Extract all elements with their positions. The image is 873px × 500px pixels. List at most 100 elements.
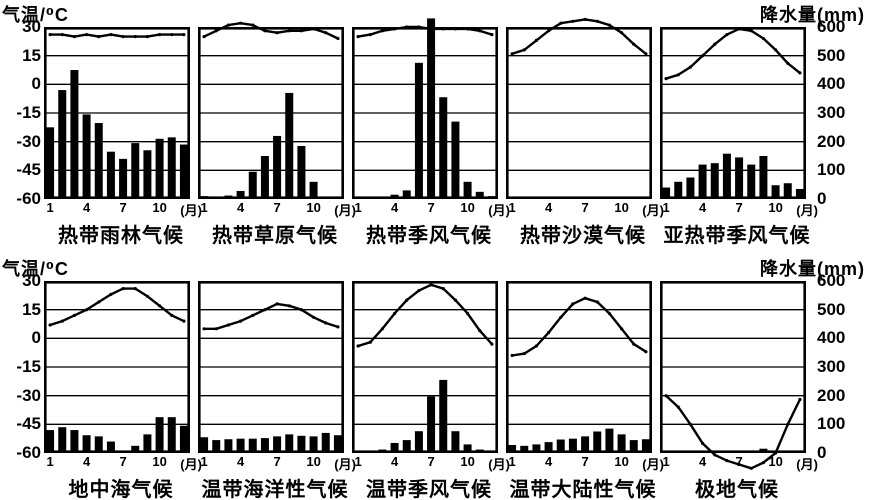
temp-axis-tick: -30 [16, 385, 41, 405]
month-tick-label: 10 [306, 454, 321, 469]
temp-point [299, 29, 303, 33]
temp-axis-tick: -15 [16, 357, 41, 376]
temp-point [713, 42, 717, 46]
month-tick-label: 1 [200, 200, 208, 215]
precip-bar [463, 181, 472, 199]
panel-tropical-monsoon: 1 4 7 10 (月) [351, 18, 510, 218]
precip-bar [402, 440, 411, 453]
precip-bar [747, 164, 756, 199]
precip-bar [70, 70, 79, 199]
precip-bar [297, 145, 306, 199]
temp-point [534, 344, 538, 348]
temp-point [466, 311, 470, 316]
plot-area [197, 280, 344, 453]
temp-point [97, 35, 101, 39]
temp-point [737, 27, 741, 31]
precip-bars [508, 428, 650, 453]
temp-point [121, 35, 125, 39]
temp-point [356, 344, 360, 348]
temp-point [547, 29, 551, 33]
temp-point [72, 313, 76, 317]
month-tick-label: 7 [119, 454, 127, 469]
precip-bar [520, 445, 529, 453]
precip-bar [710, 451, 719, 453]
panel-tropical-desert: 1 4 7 10 (月) [505, 17, 664, 218]
temp-point [583, 17, 587, 21]
temp-point [275, 31, 279, 35]
precip-bar [82, 435, 91, 453]
temp-point [48, 323, 52, 327]
temp-point [510, 52, 514, 56]
temp-axis-tick: 15 [22, 299, 41, 319]
precip-axis-title: 降水量(mm) [760, 259, 865, 279]
panel-subtropical-monsoon: 1 4 7 10 (月) [659, 26, 818, 218]
temp-point [85, 308, 89, 312]
month-tick-label: 1 [46, 454, 54, 469]
temp-point [429, 283, 433, 287]
month-tick-label: 7 [735, 454, 743, 469]
temp-point [664, 394, 668, 398]
precip-bar [309, 436, 318, 453]
temp-line [48, 33, 186, 38]
month-tick-label: 7 [273, 200, 281, 215]
temp-axis-tick: 0 [31, 74, 41, 94]
temp-point [312, 315, 316, 319]
temp-point [336, 325, 340, 329]
caption-tropical-savanna: 热带草原气候 [212, 225, 338, 247]
precip-bar [236, 438, 245, 453]
precip-bar [260, 156, 269, 199]
precip-bar [167, 137, 176, 199]
temp-point [356, 35, 360, 39]
precip-bar [260, 438, 269, 453]
month-tick-label: 4 [699, 454, 707, 469]
precip-bars [46, 70, 188, 199]
precip-bar [333, 435, 342, 453]
precip-bar [605, 428, 614, 453]
month-tick-label: 7 [427, 454, 435, 469]
precip-bar [414, 62, 423, 200]
precip-axis-tick: 500 [817, 45, 846, 65]
temp-axis-title: 气温/⁰C [2, 5, 69, 25]
temp-point [380, 327, 384, 331]
temp-point [48, 33, 52, 37]
precip-axis-title: 降水量(mm) [760, 5, 865, 25]
precip-bar [390, 194, 399, 199]
temp-point [380, 29, 384, 33]
temp-axis-tick: -30 [16, 131, 41, 151]
temp-axis-tick: -15 [16, 103, 41, 122]
caption-subtropical-monsoon: 亚热带季风气候 [663, 225, 811, 247]
precip-bar [427, 18, 436, 200]
caption-mediterranean: 地中海气候 [68, 479, 174, 500]
plot-area [659, 26, 806, 199]
precip-bar [722, 450, 731, 453]
temp-point [97, 300, 101, 304]
temp-point [478, 329, 482, 333]
temp-axis-tick: 15 [22, 45, 41, 65]
precip-bar [735, 157, 744, 199]
precip-bars [354, 379, 496, 453]
temp-point [170, 313, 174, 317]
month-tick-label: (月) [334, 203, 356, 218]
month-tick-label: 4 [391, 200, 399, 215]
precip-axis-tick: 200 [817, 385, 846, 405]
temp-point [713, 453, 717, 457]
precip-bar [617, 434, 626, 453]
precip-bar [179, 425, 188, 453]
caption-temperate-monsoon: 温带季风气候 [366, 479, 492, 500]
temp-point [417, 289, 421, 293]
precip-axis-tick: 0 [817, 443, 827, 462]
precip-bar [212, 440, 221, 453]
temp-point [571, 19, 575, 23]
plot-frame [43, 26, 190, 199]
temp-point [336, 36, 340, 41]
precip-bar [321, 196, 330, 199]
precip-bar [475, 191, 484, 199]
temp-line [510, 297, 648, 357]
month-axis: 1 4 7 10 (月) [44, 453, 202, 472]
temp-axis-tick: -60 [16, 189, 41, 208]
temp-axis-title: 气温/⁰C [2, 259, 69, 279]
temp-point [478, 29, 482, 33]
precip-bar [333, 198, 342, 199]
month-tick-label: 7 [273, 454, 281, 469]
